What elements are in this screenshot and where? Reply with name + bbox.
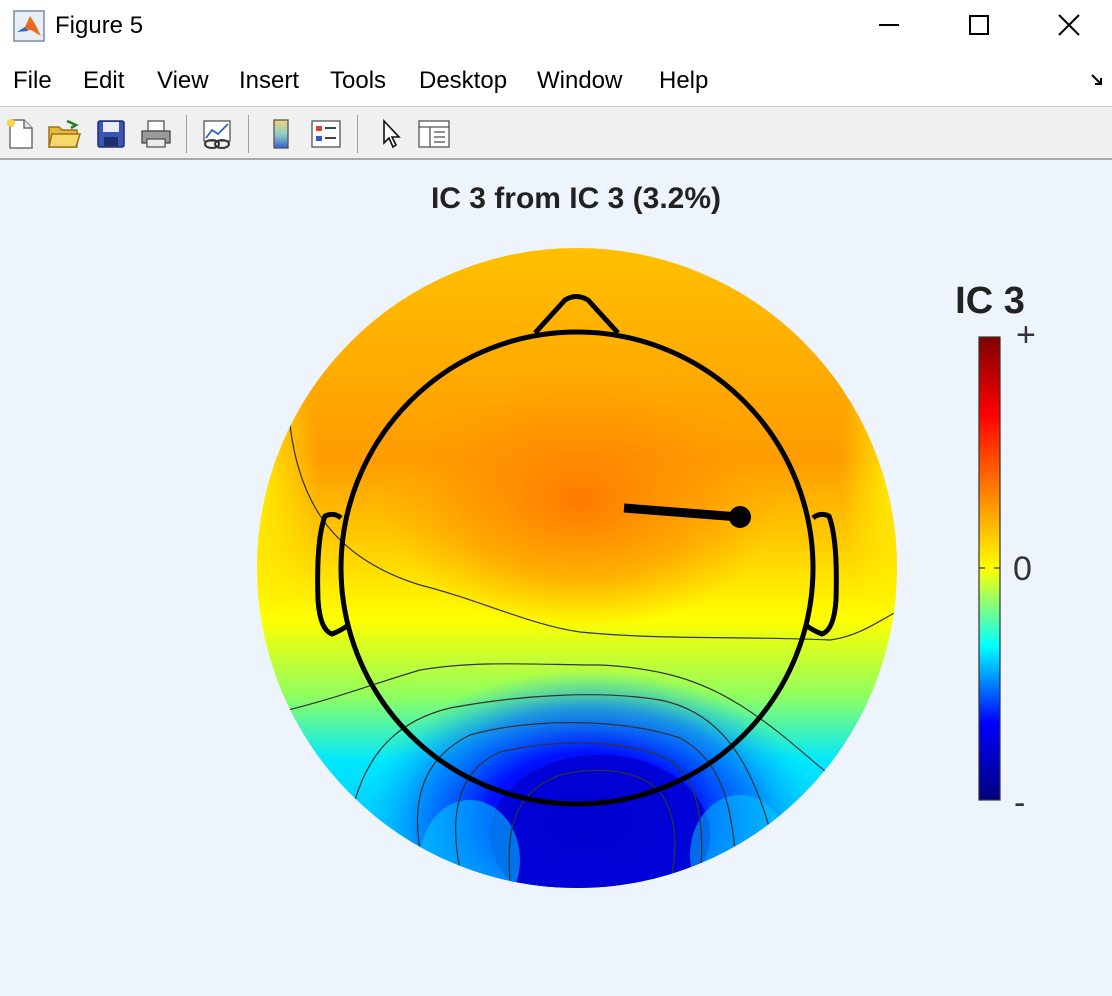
menu-window[interactable]: Window [537, 67, 623, 94]
window-title: Figure 5 [55, 12, 144, 39]
menu-help[interactable]: Help [659, 67, 709, 94]
insert-legend-button[interactable] [308, 116, 344, 152]
menu-view[interactable]: View [157, 67, 209, 94]
legend-icon [311, 120, 341, 148]
toolbar-separator [248, 115, 249, 153]
colorbar-icon [273, 119, 289, 149]
colorbar-title: IC 3 [955, 280, 1025, 322]
maximize-button[interactable] [934, 0, 1024, 50]
menu-bar: File Edit View Insert Tools Desktop Wind… [0, 58, 1112, 104]
minimize-icon [879, 24, 899, 26]
save-icon [97, 120, 125, 148]
menu-desktop[interactable]: Desktop [419, 67, 508, 94]
matlab-logo-icon [13, 10, 45, 42]
new-figure-button[interactable] [2, 116, 38, 152]
save-button[interactable] [93, 116, 129, 152]
edit-plot-button[interactable] [373, 116, 409, 152]
new-figure-icon [7, 119, 33, 149]
property-inspector-button[interactable] [416, 116, 452, 152]
colorbar-mid-label: 0 [1013, 550, 1032, 588]
print-button[interactable] [138, 116, 174, 152]
colorbar-min-label: - [1014, 784, 1026, 822]
dock-figure-icon[interactable] [1090, 72, 1106, 88]
menu-tools[interactable]: Tools [330, 67, 387, 94]
open-file-icon [48, 119, 81, 148]
property-inspector-icon [418, 120, 450, 148]
print-icon [141, 120, 171, 148]
close-button[interactable] [1024, 0, 1112, 50]
maximize-icon [969, 15, 989, 35]
title-bar: Figure 5 [0, 0, 1112, 52]
open-file-button[interactable] [46, 116, 82, 152]
link-plot-icon [203, 120, 231, 149]
toolbar [0, 106, 1112, 160]
pointer-icon [383, 118, 401, 149]
insert-colorbar-button[interactable] [263, 116, 299, 152]
menu-edit[interactable]: Edit [83, 67, 125, 94]
link-plot-button[interactable] [199, 116, 235, 152]
close-icon [1058, 14, 1080, 36]
menu-file[interactable]: File [13, 67, 52, 94]
toolbar-separator [357, 115, 358, 153]
colorbar-max-label: + [1016, 316, 1036, 354]
toolbar-separator [186, 115, 187, 153]
plot-title: IC 3 from IC 3 (3.2%) [430, 182, 722, 215]
minimize-button[interactable] [844, 0, 934, 50]
figure-canvas: IC 3 from IC 3 (3.2%) IC 3 + 0 - [0, 160, 1112, 996]
menu-insert[interactable]: Insert [239, 67, 300, 94]
